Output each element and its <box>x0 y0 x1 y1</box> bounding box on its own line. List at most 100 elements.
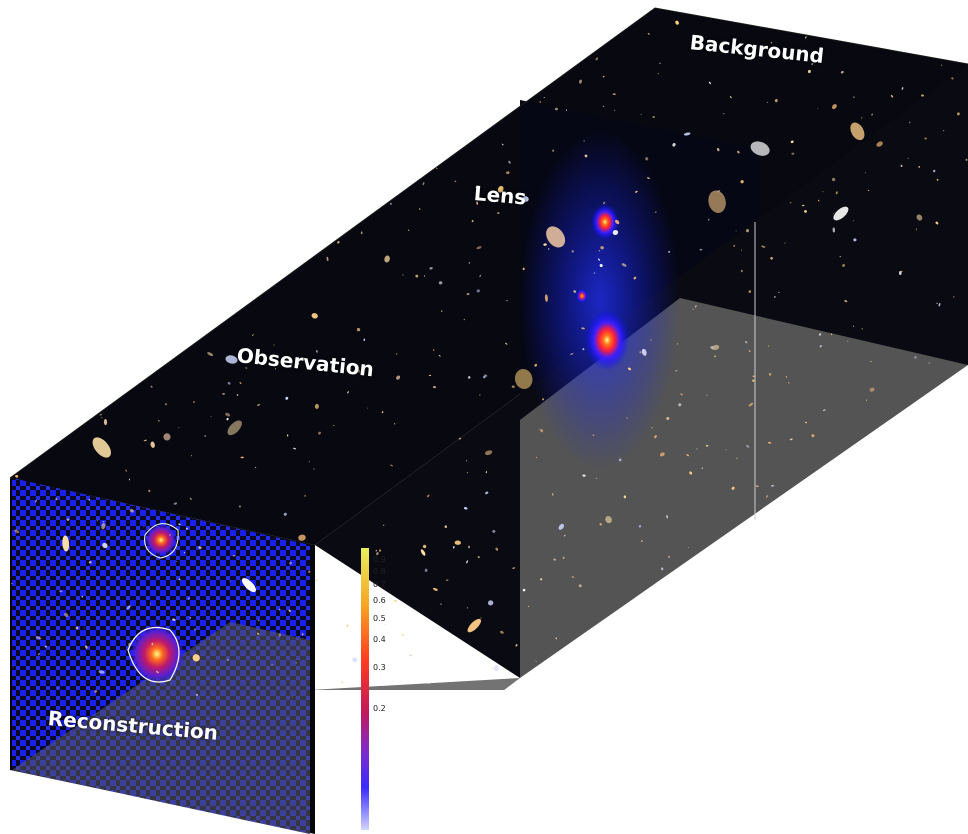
galaxy <box>313 468 315 470</box>
galaxy <box>423 275 425 277</box>
lens-peak-main <box>585 310 629 370</box>
galaxy <box>55 498 58 501</box>
galaxy <box>194 628 196 631</box>
galaxy <box>356 327 361 332</box>
galaxy <box>274 368 277 370</box>
galaxy <box>675 20 679 25</box>
galaxy <box>801 204 805 207</box>
galaxy <box>15 474 19 478</box>
galaxy <box>689 471 693 475</box>
galaxy <box>748 290 752 293</box>
galaxy <box>445 579 449 581</box>
galaxy <box>44 645 47 648</box>
galaxy <box>366 407 369 409</box>
galaxy <box>295 661 297 664</box>
galaxy <box>583 140 585 142</box>
galaxy <box>236 394 239 396</box>
galaxy <box>791 152 795 155</box>
galaxy <box>847 340 849 342</box>
galaxy <box>466 607 469 609</box>
galaxy <box>241 578 257 593</box>
galaxy <box>852 220 854 222</box>
galaxy <box>308 460 310 463</box>
galaxy <box>125 469 127 472</box>
galaxy <box>928 362 931 364</box>
galaxy <box>436 167 438 170</box>
galaxy <box>766 495 768 498</box>
galaxy <box>638 525 642 528</box>
galaxy <box>705 444 709 447</box>
galaxy <box>748 350 751 352</box>
galaxy <box>444 525 448 529</box>
galaxy <box>852 325 855 327</box>
galaxy <box>422 182 425 186</box>
galaxy <box>527 605 530 607</box>
galaxy <box>438 281 443 285</box>
galaxy <box>396 375 401 380</box>
galaxy <box>890 94 894 98</box>
galaxy <box>301 633 304 636</box>
galaxy <box>678 403 682 407</box>
galaxy <box>695 448 698 450</box>
galaxy <box>914 356 917 359</box>
galaxy <box>62 535 70 552</box>
galaxy <box>210 416 212 417</box>
galaxy <box>468 545 470 549</box>
galaxy <box>128 642 131 647</box>
galaxy <box>429 267 433 270</box>
reconstruction-contour-top <box>144 523 179 559</box>
galaxy <box>286 434 289 437</box>
galaxy <box>639 351 642 354</box>
galaxy <box>479 274 482 278</box>
galaxy <box>522 267 525 271</box>
galaxy <box>666 515 668 519</box>
galaxy <box>555 637 557 640</box>
galaxy <box>273 344 275 346</box>
galaxy <box>562 556 565 560</box>
galaxy <box>463 318 465 321</box>
galaxy <box>853 238 857 242</box>
galaxy <box>401 633 404 636</box>
galaxy <box>544 294 548 302</box>
galaxy <box>770 41 773 44</box>
galaxy <box>283 512 287 516</box>
galaxy <box>485 471 488 474</box>
galaxy <box>830 333 833 336</box>
galaxy <box>731 486 735 490</box>
galaxy <box>953 296 955 298</box>
galaxy <box>752 379 755 382</box>
box-edges <box>9 7 968 479</box>
galaxy <box>319 579 322 582</box>
galaxy <box>333 424 335 426</box>
galaxy <box>258 619 260 622</box>
galaxy <box>789 438 793 441</box>
galaxy <box>178 427 180 429</box>
galaxy <box>716 147 720 152</box>
galaxy <box>746 444 750 448</box>
galaxy <box>126 605 131 610</box>
reconstruction-contour <box>127 626 180 683</box>
galaxy <box>832 227 836 233</box>
galaxy <box>870 360 872 362</box>
galaxy <box>240 456 244 459</box>
galaxy <box>433 386 436 389</box>
galaxy <box>225 412 231 417</box>
galaxy <box>565 109 568 112</box>
galaxy <box>232 555 236 557</box>
galaxy <box>92 437 112 458</box>
galaxy <box>163 433 171 441</box>
galaxy <box>316 350 318 353</box>
galaxy <box>840 70 844 74</box>
galaxy <box>408 229 410 231</box>
galaxy <box>695 304 697 308</box>
galaxy <box>12 666 14 668</box>
galaxy <box>515 644 518 647</box>
galaxy <box>558 523 564 530</box>
galaxy <box>477 556 480 558</box>
galaxy <box>193 400 195 404</box>
galaxy <box>506 171 510 175</box>
galaxy <box>88 561 92 564</box>
galaxy <box>252 334 254 337</box>
galaxy <box>357 369 361 373</box>
galaxy <box>325 364 328 368</box>
